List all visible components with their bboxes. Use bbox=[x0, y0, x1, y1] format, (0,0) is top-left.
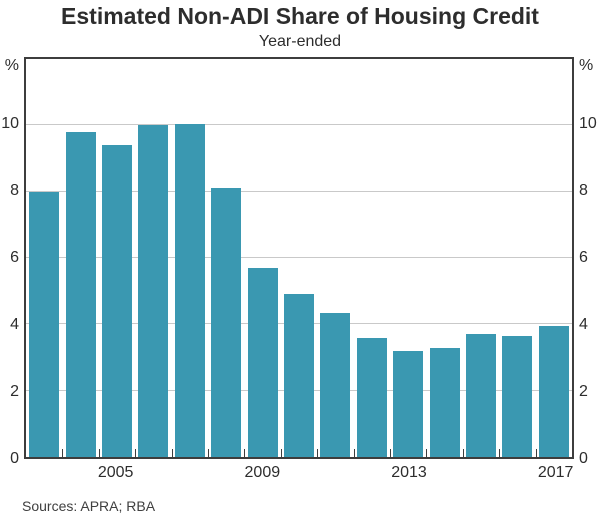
x-axis-tick bbox=[62, 449, 64, 457]
x-axis-tick bbox=[317, 449, 319, 457]
x-axis-tick bbox=[208, 449, 209, 457]
x-axis-tick bbox=[499, 449, 501, 457]
y-axis-left-label-2: 2 bbox=[10, 383, 19, 400]
x-axis-label-2005: 2005 bbox=[97, 464, 134, 481]
y-axis-left-unit-label: % bbox=[4, 57, 19, 74]
bar-2013 bbox=[393, 350, 424, 457]
x-axis: 2005 2009 2013 2017 bbox=[24, 463, 574, 483]
x-axis-label-2009: 2009 bbox=[244, 464, 281, 481]
y-axis-left-label-0: 0 bbox=[10, 450, 19, 467]
y-axis-left-label-6: 6 bbox=[10, 249, 19, 266]
gridline-10 bbox=[26, 124, 572, 126]
x-axis-tick bbox=[390, 449, 391, 457]
gridline-8 bbox=[26, 190, 572, 192]
y-axis-right-label-6: 6 bbox=[579, 249, 588, 266]
chart-title: Estimated Non-ADI Share of Housing Credi… bbox=[61, 3, 539, 29]
bar-2007 bbox=[174, 123, 205, 457]
bar-2006 bbox=[138, 125, 169, 457]
y-axis-left-label-4: 4 bbox=[10, 315, 19, 333]
x-axis-tick bbox=[462, 449, 464, 457]
x-axis-tick bbox=[135, 449, 137, 457]
y-axis-right: % 0 2 4 6 8 10 bbox=[579, 57, 600, 467]
source-note: Sources: APRA; RBA bbox=[22, 498, 156, 514]
bar-2009 bbox=[247, 267, 278, 457]
x-axis-tick bbox=[244, 449, 246, 457]
x-axis-tick bbox=[535, 449, 537, 457]
x-axis-tick bbox=[426, 449, 428, 457]
bar-2015 bbox=[466, 334, 496, 457]
y-axis-right-label-2: 2 bbox=[579, 383, 588, 400]
x-axis-tick bbox=[171, 449, 173, 457]
x-axis-label-2013: 2013 bbox=[391, 464, 427, 481]
y-axis-right-label-8: 8 bbox=[579, 181, 588, 199]
plot-area bbox=[24, 57, 574, 459]
bar-2011 bbox=[320, 312, 351, 457]
bar-2012 bbox=[356, 337, 387, 457]
bar-2010 bbox=[284, 294, 314, 457]
chart-subtitle: Year-ended bbox=[258, 33, 342, 50]
y-axis-right-label-4: 4 bbox=[579, 315, 588, 333]
y-axis-left: % 0 2 4 6 8 10 bbox=[0, 57, 19, 467]
y-axis-left-label-8: 8 bbox=[10, 181, 19, 199]
y-axis-right-label-0: 0 bbox=[579, 450, 588, 467]
bar-2014 bbox=[429, 347, 460, 457]
bar-2005 bbox=[102, 145, 132, 457]
x-axis-tick bbox=[353, 449, 355, 457]
y-axis-left-label-10: 10 bbox=[1, 114, 19, 132]
x-axis-tick bbox=[280, 449, 282, 457]
bar-2008 bbox=[211, 188, 242, 457]
y-axis-right-unit-label: % bbox=[579, 57, 594, 74]
bar-2017 bbox=[538, 326, 569, 457]
y-axis-right-label-10: 10 bbox=[579, 114, 597, 132]
x-axis-label-2017: 2017 bbox=[537, 464, 574, 481]
x-axis-tick bbox=[98, 449, 100, 457]
gridline-6 bbox=[26, 257, 572, 258]
bar-2016 bbox=[502, 335, 533, 457]
bar-2004 bbox=[65, 131, 96, 457]
bar-2003 bbox=[29, 191, 60, 457]
